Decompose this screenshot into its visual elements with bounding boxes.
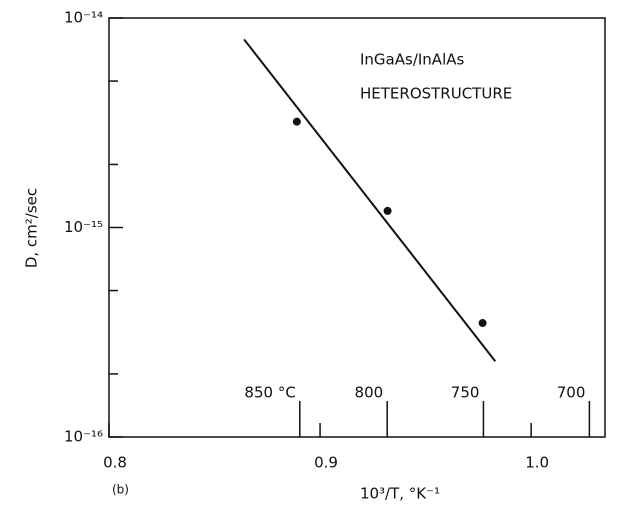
y-tick-label: 10⁻¹⁴ bbox=[64, 9, 103, 27]
temperature-label: 800 bbox=[355, 384, 384, 402]
data-point bbox=[292, 117, 301, 126]
x-tick-label: 0.8 bbox=[103, 454, 127, 472]
data-point bbox=[383, 206, 392, 215]
x-tick-label: 0.9 bbox=[314, 454, 338, 472]
x-axis-label: 10³/T, °K⁻¹ bbox=[360, 485, 440, 503]
fit-line bbox=[243, 38, 497, 362]
y-axis-label: D, cm²/sec bbox=[23, 188, 41, 268]
temperature-label: 700 bbox=[557, 384, 586, 402]
y-tick-label: 10⁻¹⁵ bbox=[64, 218, 103, 236]
annotation: InGaAs/InAlAs bbox=[360, 51, 464, 69]
annotation: HETEROSTRUCTURE bbox=[360, 85, 512, 103]
x-tick-label: 1.0 bbox=[525, 454, 549, 472]
data-point bbox=[478, 319, 487, 328]
y-tick-label: 10⁻¹⁶ bbox=[64, 428, 103, 446]
panel-label: (b) bbox=[112, 483, 129, 497]
temperature-label: 850 °C bbox=[244, 384, 295, 402]
temperature-label: 750 bbox=[451, 384, 480, 402]
plot-frame bbox=[108, 17, 606, 438]
